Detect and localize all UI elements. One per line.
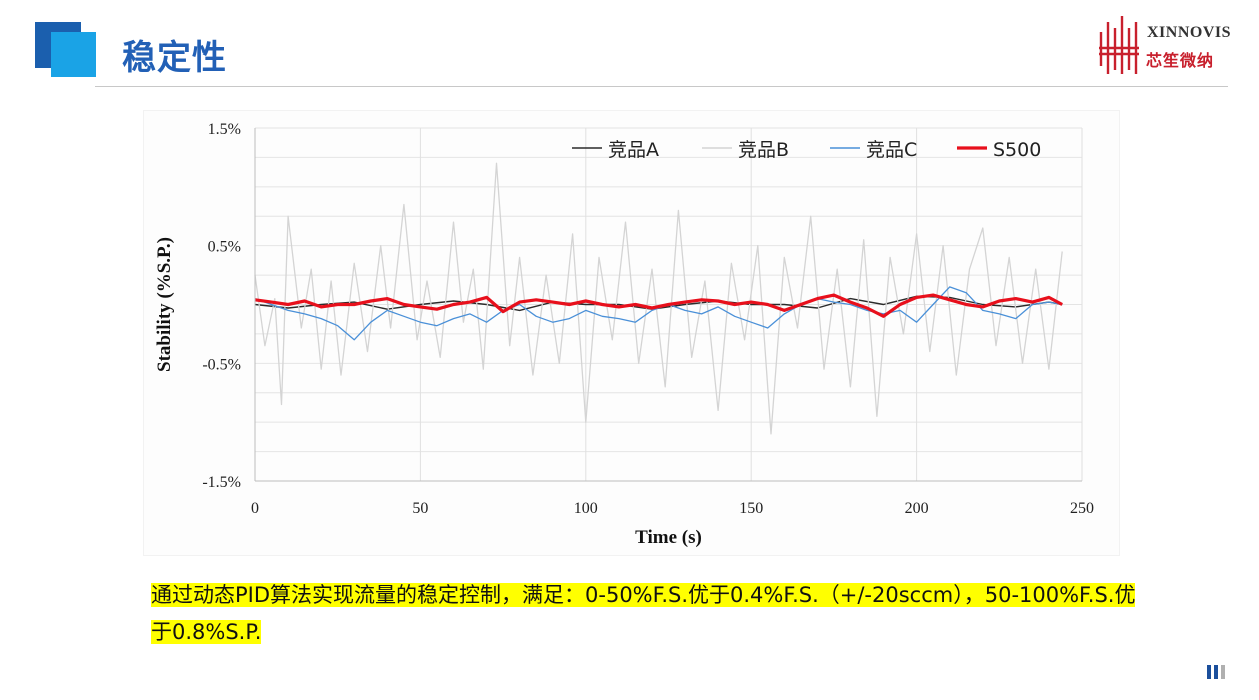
y-axis-label: Stability (%S.P.) bbox=[154, 237, 175, 372]
legend-label: S500 bbox=[993, 139, 1041, 161]
x-tick-label: 0 bbox=[251, 500, 259, 517]
y-tick-label: -1.5% bbox=[202, 474, 241, 491]
page-mark-bar bbox=[1207, 665, 1211, 679]
y-tick-label: -0.5% bbox=[202, 356, 241, 373]
company-logo: XINNOVIS 芯笙微纳 bbox=[1097, 14, 1232, 76]
y-tick-label: 1.5% bbox=[208, 121, 241, 138]
x-tick-label: 150 bbox=[739, 500, 763, 517]
page-indicator bbox=[1207, 664, 1228, 683]
x-tick-label: 250 bbox=[1070, 500, 1094, 517]
x-axis-label: Time (s) bbox=[635, 527, 702, 548]
caption-text: 通过动态PID算法实现流量的稳定控制，满足：0-50%F.S.优于0.4%F.S… bbox=[151, 583, 1136, 644]
page-mark-bar bbox=[1221, 665, 1225, 679]
logo-chinese-name: 芯笙微纳 bbox=[1146, 51, 1215, 70]
logo-english-name: XINNOVIS bbox=[1147, 24, 1232, 41]
chart-legend: 竞品A 竞品B 竞品C S500 bbox=[572, 139, 1041, 161]
y-tick-label: 0.5% bbox=[208, 239, 241, 256]
chart-axes: 1.5% 0.5% -0.5% -1.5% 0 50 100 150 200 250 Time (s… bbox=[154, 121, 1094, 548]
page-mark-bar bbox=[1214, 665, 1218, 679]
x-tick-label: 100 bbox=[574, 500, 598, 517]
legend-label: 竞品A bbox=[608, 139, 659, 161]
page-title: 稳定性 bbox=[122, 38, 227, 78]
legend-label: 竞品C bbox=[866, 139, 917, 161]
stability-chart: 1.5% 0.5% -0.5% -1.5% 0 50 100 150 200 250 Time (s… bbox=[154, 121, 1094, 548]
x-tick-label: 200 bbox=[905, 500, 929, 517]
legend-label: 竞品B bbox=[738, 139, 789, 161]
x-tick-label: 50 bbox=[412, 500, 428, 517]
xinnovis-logo-icon bbox=[1099, 16, 1139, 74]
chart-series bbox=[254, 162, 1063, 435]
chart-container: 1.5% 0.5% -0.5% -1.5% 0 50 100 150 200 250 Time (s… bbox=[143, 110, 1120, 556]
header-decor-square-light bbox=[51, 32, 96, 77]
series-line-3 bbox=[254, 293, 1063, 318]
series-line-1 bbox=[254, 162, 1063, 435]
description-caption: 通过动态PID算法实现流量的稳定控制，满足：0-50%F.S.优于0.4%F.S… bbox=[151, 577, 1136, 651]
header-divider bbox=[95, 86, 1228, 87]
